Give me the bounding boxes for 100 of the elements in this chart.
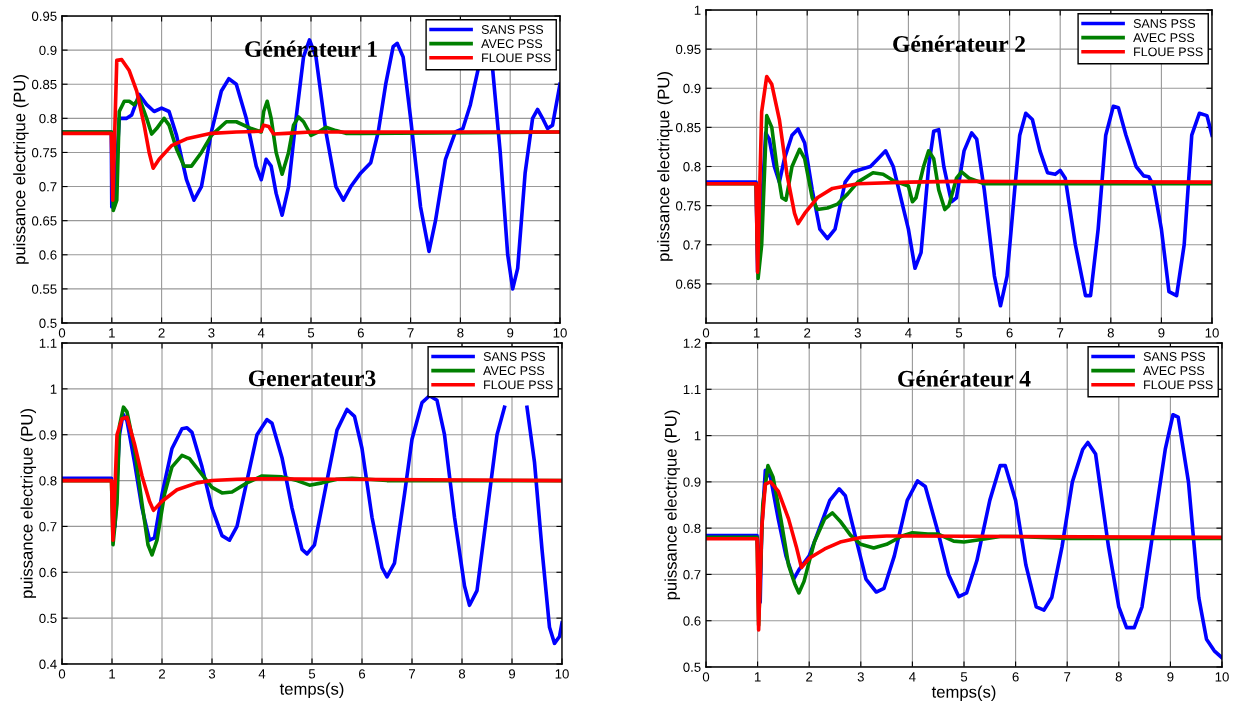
y-axis-title: puissance electrique (PU)	[20, 409, 37, 598]
x-tick-label: 0	[58, 328, 66, 338]
x-tick-label: 3	[208, 328, 215, 338]
x-tick-label: 2	[804, 328, 811, 338]
legend-label: AVEC PSS	[483, 366, 545, 376]
y-tick-label: 0.8	[683, 523, 701, 534]
y-axis-title: puissance electrique (PU)	[664, 410, 681, 600]
y-tick-label: 0.85	[31, 79, 57, 90]
y-tick-label: 1	[694, 431, 701, 441]
x-tick-label: 9	[508, 669, 516, 679]
text: Generateur3	[248, 370, 376, 387]
line-series	[706, 74, 1212, 274]
y-tick-label: 1.2	[683, 338, 701, 348]
legend-label: AVEC PSS	[1143, 366, 1205, 376]
y-tick-label: 1.1	[683, 384, 701, 395]
y-tick-label: 0.7	[39, 182, 57, 192]
x-tick-label: 9	[507, 328, 514, 338]
legend-label: FLOUE PSS	[482, 53, 551, 63]
x-tick-label: 5	[308, 669, 316, 679]
x-tick-label: 9	[1158, 328, 1165, 338]
y-tick-label: 0.4	[39, 659, 57, 669]
y-tick-label: 0.6	[39, 250, 57, 260]
legend-label: AVEC PSS	[1133, 33, 1195, 43]
y-tick-label: 0.95	[31, 11, 57, 21]
x-tick-label: 6	[1006, 328, 1013, 338]
x-tick-label: 2	[158, 328, 165, 338]
y-tick-label: 0.9	[39, 45, 57, 56]
legend-label: FLOUE PSS	[1134, 47, 1203, 57]
text: Générateur 2	[893, 35, 1025, 53]
y-tick-label: 0.65	[31, 216, 57, 226]
x-tick-label: 4	[905, 328, 912, 338]
x-tick-label: 9	[1167, 672, 1174, 682]
x-tick-label: 0	[702, 672, 710, 682]
y-tick-label: 0.5	[39, 318, 57, 328]
text: Générateur 4	[898, 370, 1031, 387]
legend-label: FLOUE PSS	[1144, 380, 1213, 390]
x-tick-label: 8	[457, 328, 464, 338]
y-tick-label: 1	[694, 5, 701, 15]
y-tick-label: 0.9	[683, 477, 701, 487]
x-tick-label: 3	[857, 672, 864, 682]
legend-label: SANS PSS	[1143, 352, 1206, 361]
x-tick-label: 10	[555, 669, 569, 679]
y-tick-label: 0.8	[683, 162, 701, 172]
x-tick-label: 1	[753, 328, 760, 338]
x-tick-label: 0	[58, 669, 66, 679]
legend-label: SANS PSS	[1133, 19, 1196, 28]
y-tick-label: 0.6	[39, 567, 57, 578]
x-tick-label: 6	[357, 328, 364, 338]
x-tick-label: 4	[909, 672, 916, 682]
x-tick-label: 7	[407, 328, 414, 338]
y-tick-label: 0.7	[683, 570, 701, 580]
y-tick-label: 0.75	[31, 148, 57, 158]
x-tick-label: 4	[257, 328, 265, 338]
y-tick-label: 1.1	[39, 338, 57, 348]
y-tick-label: 0.6	[683, 616, 701, 626]
y-tick-label: 0.8	[39, 113, 57, 124]
x-axis-title: temps(s)	[931, 685, 996, 702]
x-tick-label: 7	[1064, 672, 1071, 682]
y-tick-label: 0.9	[683, 83, 701, 94]
x-tick-label: 7	[1057, 328, 1064, 338]
y-tick-label: 0.95	[675, 44, 701, 55]
x-tick-label: 5	[307, 328, 315, 338]
x-tick-label: 2	[159, 669, 166, 679]
y-tick-label: 0.7	[39, 522, 57, 532]
legend-label: SANS PSS	[481, 25, 544, 34]
x-tick-label: 8	[1115, 672, 1122, 682]
x-tick-label: 5	[960, 672, 968, 682]
y-axis-title: puissance electrique (PU)	[13, 75, 29, 264]
x-tick-label: 6	[359, 669, 366, 679]
legend-label: FLOUE PSS	[484, 380, 553, 390]
y-tick-label: 0.7	[683, 240, 701, 250]
x-tick-label: 7	[409, 669, 416, 679]
y-tick-label: 0.5	[683, 662, 701, 672]
x-tick-label: 5	[955, 328, 963, 338]
x-axis-title: temps(s)	[279, 682, 344, 699]
y-tick-label: 1	[50, 384, 57, 394]
y-tick-label: 0.5	[39, 613, 57, 624]
y-tick-label: 0.55	[31, 284, 57, 294]
y-tick-label: 0.65	[675, 279, 701, 289]
x-tick-label: 1	[109, 328, 115, 338]
x-tick-label: 8	[458, 669, 466, 679]
x-tick-label: 2	[806, 672, 813, 682]
x-tick-label: 3	[854, 328, 861, 338]
x-tick-label: 4	[258, 669, 266, 679]
x-tick-label: 1	[109, 669, 116, 679]
y-tick-label: 0.75	[675, 201, 701, 211]
y-tick-label: 0.85	[675, 122, 701, 133]
x-tick-label: 10	[1215, 672, 1229, 682]
y-tick-label: 0.8	[39, 476, 57, 486]
x-tick-label: 8	[1107, 328, 1114, 338]
legend-label: AVEC PSS	[481, 39, 543, 49]
x-tick-label: 10	[1205, 328, 1219, 338]
x-tick-label: 3	[208, 669, 216, 679]
x-tick-label: 6	[1012, 672, 1019, 682]
line-series	[62, 415, 562, 542]
legend-label: SANS PSS	[483, 352, 546, 361]
x-tick-label: 0	[702, 328, 710, 338]
y-axis-title: puissance electrique (PU)	[657, 72, 673, 261]
x-tick-label: 10	[553, 328, 567, 338]
y-tick-label: 0.9	[39, 430, 57, 440]
